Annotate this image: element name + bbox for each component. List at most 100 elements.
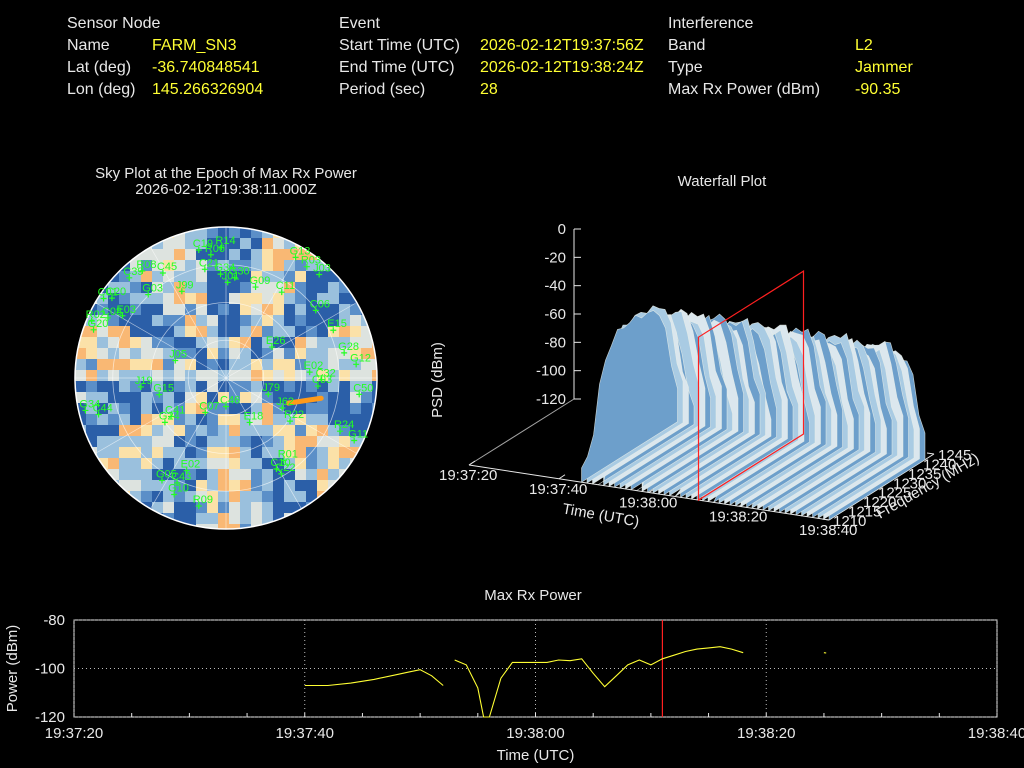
skyplot-heat-cell [75,436,87,448]
skyplot-satellite-label: C10 [270,457,290,469]
skyplot-heat-cell [328,370,340,382]
skyplot-heat-cell [328,414,340,426]
skyplot-heat-cell [86,502,98,514]
skyplot-heat-cell [86,337,98,349]
skyplot-heat-cell [317,469,329,481]
skyplot-title: Sky Plot at the Epoch of Max Rx Power [95,165,357,182]
skyplot-heat-cell [163,425,175,437]
skyplot-heat-cell [284,392,296,404]
skyplot-heat-cell [141,348,153,360]
skyplot-heat-cell [295,447,307,459]
skyplot-heat-cell [141,304,153,316]
skyplot-heat-cell [218,513,230,525]
skyplot-heat-cell [119,249,131,261]
skyplot-heat-cell [185,436,197,448]
skyplot-heat-cell [196,337,208,349]
skyplot-heat-cell [339,260,351,272]
skyplot-heat-cell [207,381,219,393]
skyplot-heat-cell [97,359,109,371]
skyplot-heat-cell [141,370,153,382]
skyplot-satellite-marker [139,267,146,274]
skyplot-heat-cell [218,458,230,470]
skyplot-heat-cell [174,326,186,338]
skyplot-heat-cell [163,304,175,316]
skyplot-heat-cell [174,513,186,525]
skyplot-heat-cell [130,502,142,514]
skyplot-heat-cell [295,513,307,525]
skyplot-heat-cell [152,227,164,239]
skyplot-heat-cell [229,359,241,371]
skyplot-satellite-marker [273,465,280,472]
skyplot-heat-cell [75,469,87,481]
skyplot-heat-cell [295,480,307,492]
skyplot-heat-cell [372,491,377,503]
skyplot-satellite-marker [278,289,285,296]
skyplot-heat-cell [185,414,197,426]
skyplot-heat-cell [372,425,377,437]
waterfall-frequency-tick-label: 1210 [833,513,866,530]
skyplot-satellite-label: J99 [176,279,194,291]
skyplot-heat-cell [229,502,241,514]
skyplot-satellite-marker [159,270,166,277]
skyplot-heat-cell [273,447,285,459]
skyplot-heat-cell [339,480,351,492]
skyplot-heat-cell [185,260,197,272]
skyplot-heat-cell [284,359,296,371]
skyplot-satellite-marker [316,271,323,278]
power-series-line [304,669,444,687]
skyplot-heat-cell [130,414,142,426]
skyplot-heat-cell [75,447,87,459]
skyplot-heat-cell [306,293,318,305]
skyplot-heat-cell [108,414,120,426]
skyplot-heat-cell [75,381,87,393]
skyplot-heat-cell [196,458,208,470]
skyplot-heat-cell [141,447,153,459]
skyplot-heat-cell [339,524,351,529]
skyplot-heat-cell [306,370,318,382]
skyplot-heat-cell [152,480,164,492]
skyplot-heat-cell [152,293,164,305]
skyplot-heat-cell [218,403,230,415]
skyplot-heat-cell [295,414,307,426]
skyplot-heat-cell [97,436,109,448]
skyplot-heat-cell [218,282,230,294]
skyplot-heat-cell [350,260,362,272]
skyplot-heat-cell [273,326,285,338]
skyplot-heat-cell [174,381,186,393]
skyplot-heat-cell [262,436,274,448]
skyplot-heat-cell [350,513,362,525]
skyplot-heat-cell [328,458,340,470]
skyplot-azimuth-spoke [150,247,227,379]
skyplot-heat-cell [284,524,296,529]
skyplot-heat-cell [196,425,208,437]
skyplot-heat-cell [152,524,164,529]
skyplot-satellite-label: R14 [215,235,235,247]
skyplot-heat-cell [262,469,274,481]
skyplot-heat-cell [361,480,373,492]
skyplot-satellite-marker [137,383,144,390]
skyplot-satellite-marker [330,327,337,334]
skyplot-heat-cell [372,359,377,371]
skyplot-heat-cell [185,293,197,305]
skyplot-heat-cell [86,491,98,503]
skyplot-heat-cell [262,370,274,382]
skyplot-heat-cell [108,370,120,382]
skyplot-satellite-label: C39 [123,266,143,278]
skyplot-satellite-label: E26 [266,335,286,347]
skyplot-heat-cell [196,381,208,393]
skyplot-heat-cell [86,392,98,404]
skyplot-heat-cell [306,326,318,338]
skyplot-heat-cell [284,337,296,349]
waterfall-time-tick [468,460,476,466]
skyplot-heat-cell [317,403,329,415]
skyplot-heat-cell [350,381,362,393]
skyplot-heat-cell [251,315,263,327]
skyplot-heat-cell [196,359,208,371]
skyplot-heat-cell [295,282,307,294]
skyplot-satellite-label: C21 [199,257,219,269]
skyplot-heat-cell [86,436,98,448]
skyplot-satellite-label: C01 [98,287,118,299]
skyplot-heat-cell [229,304,241,316]
skyplot-satellite-label: R09 [193,494,213,506]
skyplot-heat-cell [251,502,263,514]
